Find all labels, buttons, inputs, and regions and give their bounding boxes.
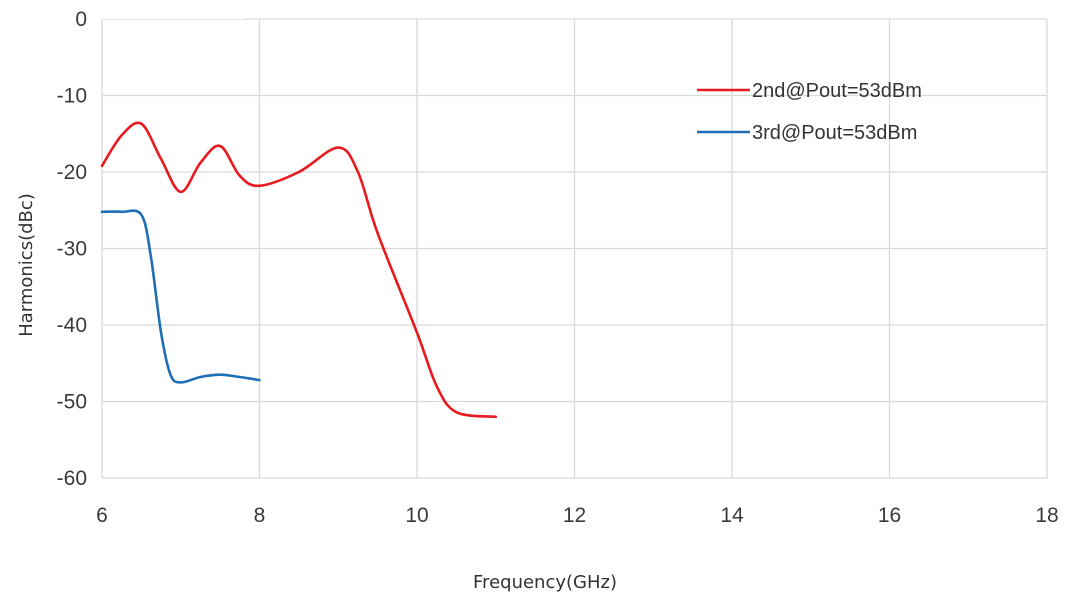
x-tick-label: 8 <box>254 504 266 527</box>
x-tick-label: 6 <box>96 504 108 527</box>
x-tick-label: 14 <box>720 504 744 527</box>
y-tick-label: -20 <box>57 161 87 184</box>
legend-label: 2nd@Pout=53dBm <box>752 80 922 102</box>
y-tick-label: -40 <box>57 314 87 337</box>
y-tick-label: -60 <box>57 467 87 490</box>
x-tick-label: 10 <box>405 504 428 527</box>
series-line-2nd-harmonic <box>100 121 498 419</box>
y-tick-label: -30 <box>57 238 87 261</box>
legend: 2nd@Pout=53dBm 3rd@Pout=53dBm <box>697 80 922 144</box>
series-line-3rd-harmonic <box>100 209 261 384</box>
x-tick-label: 12 <box>563 504 586 527</box>
x-tick-labels: 6 8 10 12 14 16 18 <box>96 504 1059 527</box>
x-tick-label: 16 <box>878 504 901 527</box>
horizontal-gridlines <box>102 18 1047 479</box>
y-axis-title: Harmonics(dBc) <box>16 193 37 337</box>
y-tick-label: -10 <box>57 85 87 108</box>
series-layer <box>100 121 498 419</box>
y-tick-label: 0 <box>75 8 87 31</box>
x-axis-title: Frequency(GHz) <box>473 572 617 593</box>
plot-top-cover <box>100 0 245 19</box>
legend-label: 3rd@Pout=53dBm <box>752 122 917 144</box>
y-tick-label: -50 <box>57 391 87 414</box>
y-tick-labels: 0 -10 -20 -30 -40 -50 -60 <box>57 8 87 490</box>
x-tick-label: 18 <box>1035 504 1058 527</box>
